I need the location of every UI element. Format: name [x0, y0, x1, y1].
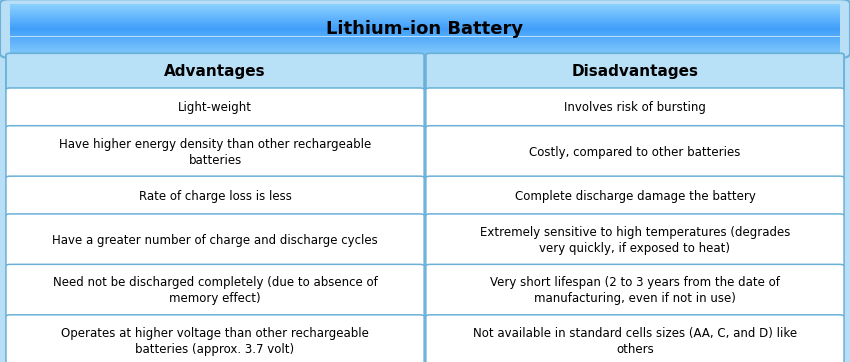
Bar	[10, 12, 840, 13]
Text: Advantages: Advantages	[164, 64, 266, 79]
Bar	[10, 37, 840, 38]
Bar	[10, 18, 840, 19]
FancyBboxPatch shape	[426, 53, 844, 90]
Text: Disadvantages: Disadvantages	[571, 64, 699, 79]
Bar	[10, 6, 840, 7]
Text: Have higher energy density than other rechargeable
batteries: Have higher energy density than other re…	[59, 138, 371, 167]
FancyBboxPatch shape	[426, 88, 844, 128]
Text: Rate of charge loss is less: Rate of charge loss is less	[139, 190, 292, 203]
Bar	[10, 50, 840, 51]
Text: Extremely sensitive to high temperatures (degrades
very quickly, if exposed to h: Extremely sensitive to high temperatures…	[479, 226, 790, 255]
FancyBboxPatch shape	[6, 53, 424, 90]
Bar	[10, 19, 840, 20]
FancyBboxPatch shape	[6, 88, 424, 128]
Bar	[10, 29, 840, 30]
Bar	[10, 44, 840, 45]
Bar	[10, 41, 840, 42]
Bar	[10, 20, 840, 21]
Bar	[10, 10, 840, 11]
Bar	[10, 23, 840, 24]
Bar	[10, 39, 840, 40]
Text: Light-weight: Light-weight	[178, 101, 252, 114]
Bar	[10, 25, 840, 26]
Bar	[10, 30, 840, 31]
FancyBboxPatch shape	[6, 315, 424, 362]
Bar	[10, 51, 840, 52]
Text: Complete discharge damage the battery: Complete discharge damage the battery	[514, 190, 756, 203]
FancyBboxPatch shape	[6, 126, 424, 178]
Text: Costly, compared to other batteries: Costly, compared to other batteries	[530, 146, 740, 159]
Bar	[10, 13, 840, 14]
Text: Not available in standard cells sizes (AA, C, and D) like
others: Not available in standard cells sizes (A…	[473, 327, 797, 355]
FancyBboxPatch shape	[426, 214, 844, 266]
FancyBboxPatch shape	[426, 315, 844, 362]
Bar	[10, 15, 840, 16]
FancyBboxPatch shape	[426, 176, 844, 216]
Bar	[10, 36, 840, 37]
Bar	[10, 31, 840, 32]
Bar	[10, 35, 840, 36]
Bar	[10, 34, 840, 35]
FancyBboxPatch shape	[6, 176, 424, 216]
Bar	[10, 33, 840, 34]
Text: Very short lifespan (2 to 3 years from the date of
manufacturing, even if not in: Very short lifespan (2 to 3 years from t…	[490, 276, 780, 305]
Bar	[10, 17, 840, 18]
Bar	[10, 48, 840, 49]
Bar	[10, 42, 840, 43]
Bar	[10, 7, 840, 8]
Bar	[10, 14, 840, 15]
Bar	[10, 9, 840, 10]
Bar	[10, 47, 840, 48]
Bar	[10, 40, 840, 41]
Text: Need not be discharged completely (due to absence of
memory effect): Need not be discharged completely (due t…	[53, 276, 377, 305]
Bar	[10, 45, 840, 46]
Bar	[10, 22, 840, 23]
Text: Lithium-ion Battery: Lithium-ion Battery	[326, 20, 524, 38]
Text: Operates at higher voltage than other rechargeable
batteries (approx. 3.7 volt): Operates at higher voltage than other re…	[61, 327, 369, 355]
Bar	[10, 8, 840, 9]
Bar	[10, 32, 840, 33]
FancyBboxPatch shape	[6, 264, 424, 317]
Text: Involves risk of bursting: Involves risk of bursting	[564, 101, 705, 114]
Bar	[10, 26, 840, 27]
Bar	[10, 16, 840, 17]
Text: Have a greater number of charge and discharge cycles: Have a greater number of charge and disc…	[52, 234, 378, 247]
Bar	[10, 52, 840, 53]
Bar	[10, 49, 840, 50]
Bar	[10, 11, 840, 12]
Bar	[10, 27, 840, 28]
Bar	[10, 43, 840, 44]
FancyBboxPatch shape	[6, 214, 424, 266]
Bar	[10, 46, 840, 47]
Bar	[10, 38, 840, 39]
Bar	[10, 5, 840, 6]
Bar	[10, 21, 840, 22]
Bar	[10, 28, 840, 29]
FancyBboxPatch shape	[426, 264, 844, 317]
FancyBboxPatch shape	[426, 126, 844, 178]
Bar	[10, 24, 840, 25]
Bar	[10, 4, 840, 5]
Bar	[10, 53, 840, 54]
